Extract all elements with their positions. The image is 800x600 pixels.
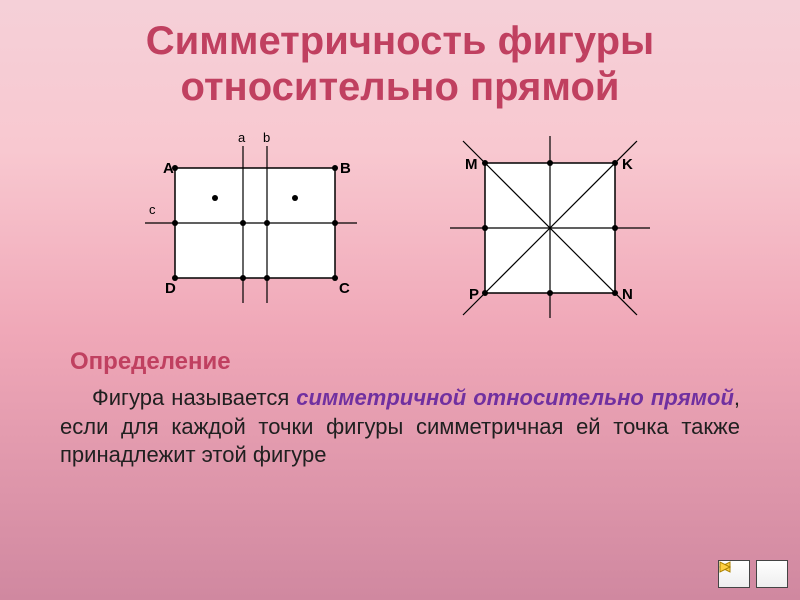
label-b: b bbox=[263, 130, 270, 145]
nav-controls bbox=[718, 560, 788, 588]
figure-rectangle: А В С D a b c bbox=[135, 128, 365, 328]
label-c: c bbox=[149, 202, 156, 217]
def-emphasis: симметричной относительно прямой bbox=[296, 385, 734, 410]
label-D: D bbox=[165, 280, 176, 297]
label-M: M bbox=[465, 156, 478, 173]
label-K: K bbox=[622, 156, 633, 173]
nav-next-button[interactable] bbox=[756, 560, 788, 588]
label-N: N bbox=[622, 286, 633, 303]
triangle-right-icon bbox=[718, 560, 732, 574]
slide: Симметричность фигуры относительно прямо… bbox=[0, 0, 800, 600]
definition-body: Фигура называется симметричной относител… bbox=[60, 384, 740, 470]
label-a: a bbox=[238, 130, 245, 145]
figure-square: M K N P bbox=[435, 128, 665, 328]
title-line-1: Симметричность фигуры bbox=[146, 19, 654, 63]
title-line-2: относительно прямой bbox=[181, 65, 620, 109]
figures-row: А В С D a b c bbox=[0, 128, 800, 328]
figure-rectangle-svg bbox=[135, 128, 365, 328]
slide-title: Симметричность фигуры относительно прямо… bbox=[0, 0, 800, 110]
label-P: P bbox=[469, 286, 479, 303]
label-B: В bbox=[340, 160, 351, 177]
label-A: А bbox=[163, 160, 174, 177]
label-C: С bbox=[339, 280, 350, 297]
definition-heading: Определение bbox=[70, 348, 800, 376]
def-text-1: Фигура называется bbox=[92, 385, 296, 410]
